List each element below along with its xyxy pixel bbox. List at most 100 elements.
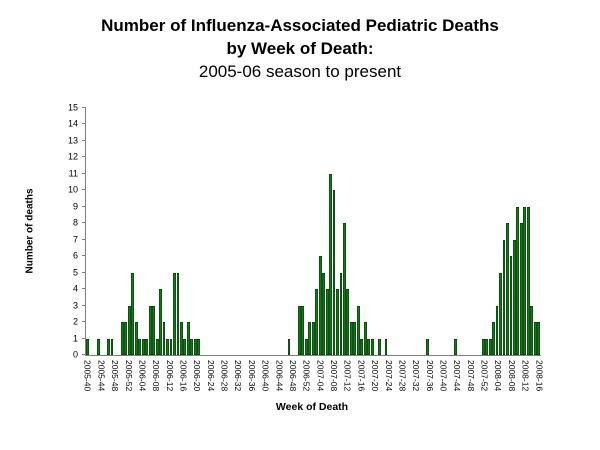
bar-2006-11: [166, 338, 169, 355]
bar-2006-14: [176, 272, 180, 355]
bar-2008-10: [523, 206, 527, 355]
x-tick-label: 2006-48: [287, 360, 298, 392]
y-tick-label: 3: [72, 300, 78, 311]
bar-slot: [162, 108, 166, 355]
bar-slot: [377, 108, 381, 355]
bar-slot: [145, 108, 149, 355]
x-tick-label: 2006-16: [178, 360, 189, 392]
bar-2006-03: [138, 338, 142, 355]
bar-slot: [485, 108, 489, 355]
x-tick-label: 2007-20: [370, 360, 381, 392]
chart-title: Number of Influenza-Associated Pediatric…: [0, 14, 600, 83]
bar-slot: [159, 108, 162, 355]
bar-slot: [502, 108, 506, 355]
bar-2006-16: [183, 338, 187, 355]
x-tick-label: 2006-40: [260, 360, 271, 392]
bar-2006-08: [155, 338, 159, 355]
chart-title-line-3: 2005-06 season to present: [198, 62, 402, 81]
bar-2007-09: [339, 272, 343, 355]
bar-slot: [325, 108, 329, 355]
y-tick-label: 8: [72, 217, 78, 228]
bar-slot: [134, 108, 138, 355]
bar-slot: [186, 108, 190, 355]
bar-2007-16: [363, 322, 367, 355]
x-tick-label: 2006-44: [274, 360, 285, 392]
bar-slot: [315, 108, 319, 355]
bar-2007-20: [377, 338, 381, 355]
x-tick-label: 2008-08: [506, 360, 517, 392]
bar-2006-07: [152, 305, 156, 355]
x-tick-label: 2007-12: [342, 360, 353, 392]
bar-slot: [516, 108, 520, 355]
bar-2006-15: [179, 322, 183, 355]
bar-2007-34: [426, 338, 430, 355]
bar-2006-06: [148, 305, 152, 355]
bar-slot: [183, 108, 187, 355]
bar-2007-04: [322, 272, 326, 355]
bar-2008-07: [512, 239, 516, 355]
bar-slot: [176, 108, 180, 355]
bar-slot: [367, 108, 371, 355]
x-tick-label: 2007-28: [397, 360, 408, 392]
bar-slot: [537, 108, 541, 355]
bar-2006-09: [159, 289, 162, 355]
y-tick-mark: [82, 205, 86, 207]
bar-2007-42: [454, 338, 457, 355]
x-tick-label: 2008-12: [520, 360, 531, 392]
y-tick-mark: [82, 107, 86, 108]
bar-slot: [304, 108, 308, 355]
bar-2007-07: [332, 190, 336, 355]
bar-slot: [519, 108, 523, 355]
bar-slot: [343, 108, 346, 355]
bar-slot: [426, 108, 430, 355]
bar-2005-52: [127, 305, 131, 355]
bar-slot: [526, 108, 530, 355]
y-tick-mark: [82, 271, 86, 273]
bar-2005-47: [110, 338, 114, 355]
bar-2006-17: [186, 322, 190, 355]
bar-slot: [349, 108, 353, 355]
y-tick-mark: [82, 139, 86, 141]
bar-2008-12: [530, 305, 534, 355]
bar-slot: [155, 108, 159, 355]
y-tick-label: 13: [67, 135, 78, 146]
bar-slot: [492, 108, 495, 355]
bar-slot: [121, 108, 124, 355]
x-tick-label: 2007-32: [411, 360, 422, 392]
bar-slot: [454, 108, 457, 355]
y-tick-label: 4: [72, 283, 78, 294]
y-tick-mark: [82, 238, 86, 240]
x-tick-label: 2005-40: [82, 360, 93, 392]
bar-slot: [311, 108, 315, 355]
x-tick-label: 2006-36: [246, 360, 257, 392]
bar-slot: [346, 108, 350, 355]
bar-2007-14: [356, 305, 360, 355]
y-tick-label: 6: [72, 250, 78, 261]
bar-2007-05: [325, 289, 329, 355]
bar-2008-14: [537, 322, 541, 355]
x-tick-label: 2006-52: [301, 360, 312, 392]
y-tick-mark: [82, 222, 86, 224]
bar-2007-52: [488, 338, 492, 355]
bar-2008-13: [533, 322, 537, 355]
bar-2005-51: [124, 322, 128, 355]
bar-2007-17: [367, 338, 371, 355]
bar-2008-11: [526, 206, 530, 355]
bar-slot: [127, 108, 131, 355]
y-tick-label: 15: [67, 102, 78, 113]
y-tick-mark: [82, 304, 86, 306]
bar-slot: [301, 108, 305, 355]
chart-title-line-2: by Week of Death:: [226, 39, 374, 58]
y-tick-mark: [82, 321, 86, 323]
bar-slot: [131, 108, 135, 355]
bars-container: [86, 108, 541, 355]
x-tick-label: 2007-48: [465, 360, 476, 392]
y-tick-mark: [82, 172, 86, 174]
bar-slot: [166, 108, 169, 355]
bar-slot: [86, 108, 90, 355]
x-axis-tick-labels: 2005-40 2005-44 2005-48 2005-52 2006-04 2006-…: [82, 355, 545, 403]
bar-2006-01: [131, 272, 135, 355]
y-tick-mark: [82, 123, 86, 125]
bar-slot: [141, 108, 145, 355]
y-axis-ticks: 0 1 2 3 4 5 6 7 8 9 10 11 12 13 14 15: [68, 103, 541, 359]
